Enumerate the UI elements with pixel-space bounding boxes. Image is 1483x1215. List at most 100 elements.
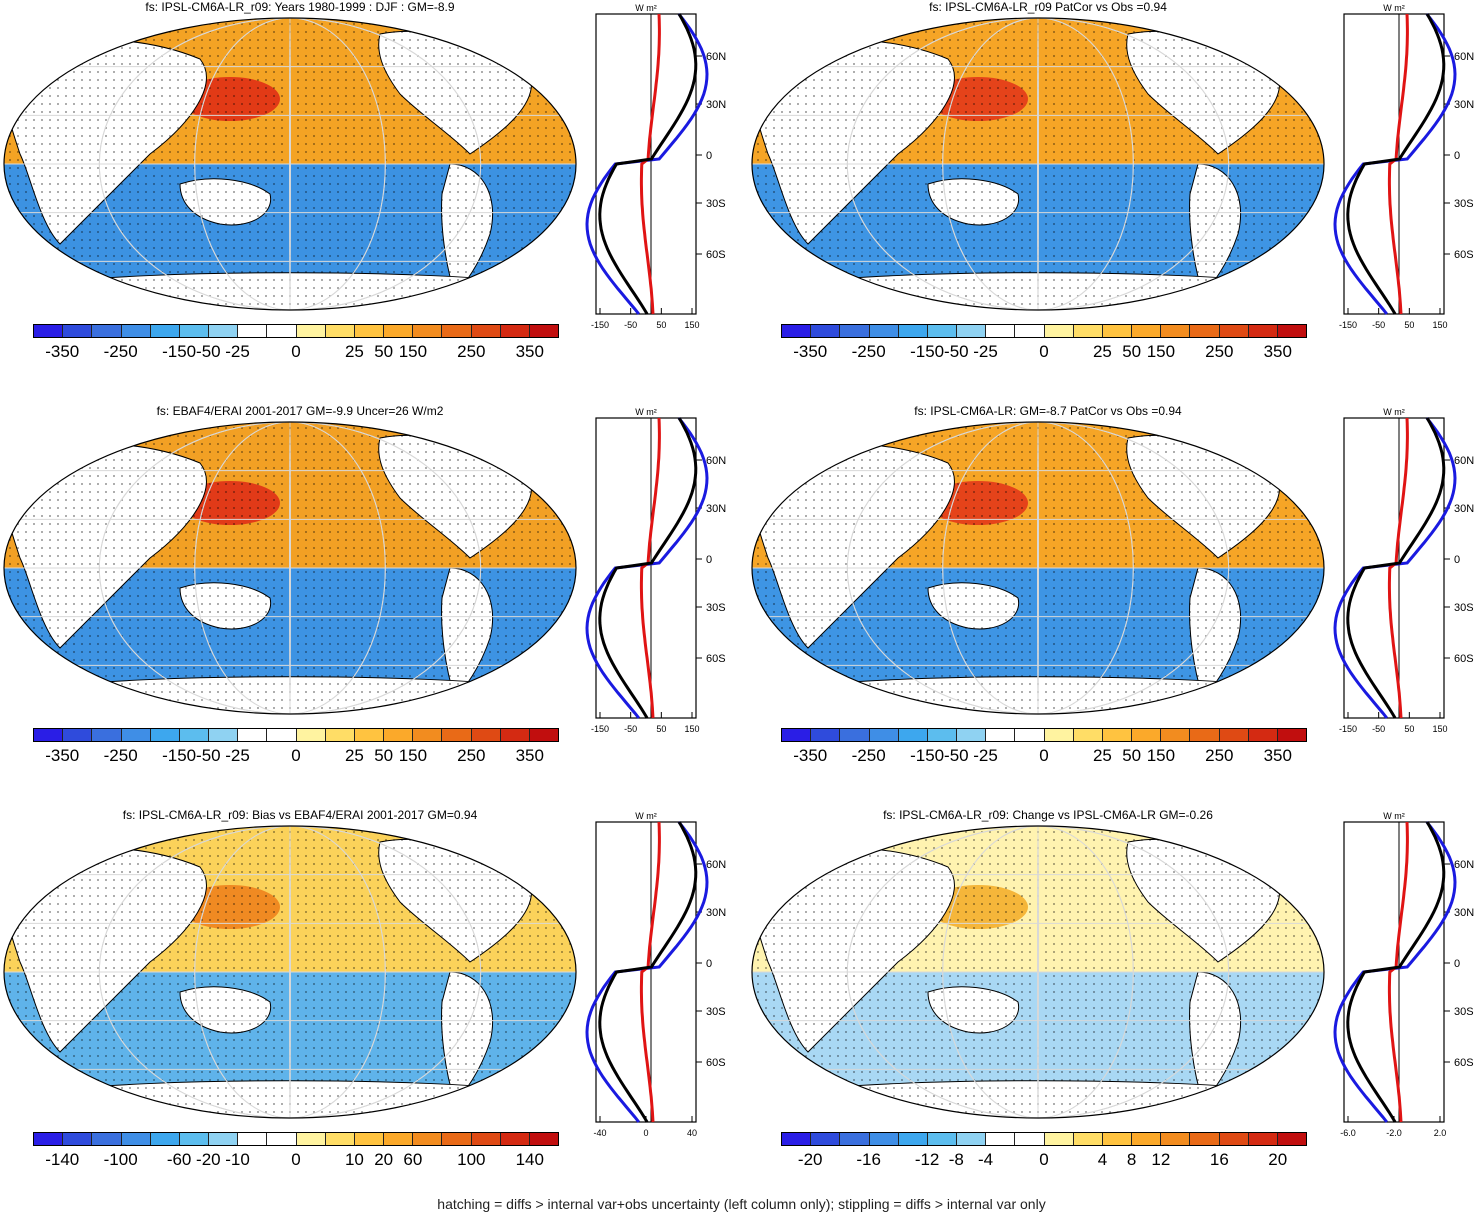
colorbar-label: 250 <box>1205 342 1234 361</box>
colorbar-swatch <box>267 729 297 741</box>
zonal-x-label: 50 <box>1404 724 1414 734</box>
colorbar-label: 250 <box>1205 746 1234 765</box>
graticule-lon <box>846 422 1230 714</box>
graticule-lon <box>1037 18 1039 310</box>
colorbar-label: 0 <box>291 746 301 765</box>
zonal-curve <box>1387 417 1409 719</box>
colorbar-swatch <box>238 1133 268 1145</box>
zonal-x-label: -40 <box>593 1128 606 1138</box>
colorbar-swatch <box>413 729 443 741</box>
colorbar-label: -50 <box>196 342 221 361</box>
colorbar-swatch <box>121 1133 151 1145</box>
panel-1: fs: IPSL-CM6A-LR_r09: Years 1980-1999 : … <box>0 0 740 400</box>
colorbar-label: 50 <box>374 746 394 765</box>
zonal-curve <box>639 821 661 1123</box>
colorbar-swatch <box>782 325 812 337</box>
colorbar-swatch <box>354 325 385 337</box>
zonal-curve <box>1346 821 1446 1123</box>
colorbar-swatch <box>413 1133 443 1145</box>
colorbar-swatch <box>442 729 472 741</box>
zonal-lat-label: 60S <box>706 653 726 665</box>
colorbar-swatch <box>471 325 501 337</box>
zonal-curve <box>598 13 698 315</box>
zonal-lat-label: 60S <box>706 249 726 261</box>
colorbar-swatch <box>898 325 928 337</box>
colorbar-swatch <box>92 325 122 337</box>
colorbar-swatch <box>811 325 841 337</box>
colorbar-labels: -140 -100 -60 -20 -10 0 10 20 60 100 140 <box>33 1150 559 1172</box>
panel-title: fs: IPSL-CM6A-LR_r09: Bias vs EBAF4/ERAI… <box>122 808 478 822</box>
colorbar-swatch <box>1277 729 1307 741</box>
colorbar-swatch <box>869 1133 899 1145</box>
colorbar-swatch <box>1102 325 1133 337</box>
graticule-lon <box>846 826 1230 1118</box>
zonal-unit: W m² <box>635 407 657 417</box>
graticule-lon <box>98 422 482 714</box>
zonal-x-label: -150 <box>1339 724 1357 734</box>
colorbar-label: -16 <box>856 1150 881 1169</box>
colorbar-swatch <box>1044 729 1074 741</box>
colorbar-swatch <box>150 1133 180 1145</box>
colorbar-swatch <box>1044 325 1074 337</box>
colorbar-swatch <box>384 729 414 741</box>
colorbar-label: -25 <box>225 746 250 765</box>
zonal-lat-label: 0 <box>1454 554 1460 566</box>
zonal-x-label: 2.0 <box>1434 1128 1447 1138</box>
zonal-frame <box>1343 821 1445 1123</box>
colorbar-swatch <box>384 325 414 337</box>
colorbar-label: 250 <box>457 342 486 361</box>
colorbar-label: 250 <box>457 746 486 765</box>
zonal-lat-label: 0 <box>706 150 712 162</box>
zonal-x-label: 0 <box>643 1128 648 1138</box>
colorbar-swatch <box>811 729 841 741</box>
colorbar-label: -8 <box>948 1150 964 1169</box>
colorbar-label: 50 <box>1122 342 1142 361</box>
colorbar-label: 25 <box>344 342 364 361</box>
zonal-curve <box>1387 13 1409 315</box>
colorbar: -20 -16 -12 -8 -4 0 4 8 12 16 20 <box>781 1132 1307 1172</box>
colorbar-swatch <box>529 325 559 337</box>
graticule-lon <box>289 826 291 1118</box>
colorbar-swatch <box>238 729 268 741</box>
colorbar-swatch <box>500 325 530 337</box>
zonal-x-label: 40 <box>687 1128 697 1138</box>
graticule-lon <box>194 18 386 310</box>
colorbar-swatch <box>296 729 326 741</box>
colorbar-swatch <box>529 729 559 741</box>
zonal-lat-label: 0 <box>706 554 712 566</box>
colorbar-label: -250 <box>103 342 138 361</box>
colorbar-swatch <box>986 325 1016 337</box>
colorbar-label: -10 <box>225 1150 250 1169</box>
colorbar: -350 -250 -150 -50 -25 0 25 50 150 250 350 <box>781 324 1307 364</box>
colorbar-swatch <box>121 729 151 741</box>
colorbar-swatch <box>957 325 987 337</box>
colorbar-swatch <box>1073 729 1103 741</box>
colorbar-label: 350 <box>515 746 544 765</box>
colorbar-labels: -350 -250 -150 -50 -25 0 25 50 150 250 350 <box>33 746 559 768</box>
colorbar-swatch <box>209 729 239 741</box>
zonal-mean-plot: W m² 60N 30N 0 30S 60S -150 -50 50 150 <box>1333 407 1474 734</box>
colorbar-swatch <box>782 729 812 741</box>
colorbar-label: 4 <box>1097 1150 1108 1169</box>
colorbar-label: -50 <box>196 746 221 765</box>
colorbar: -140 -100 -60 -20 -10 0 10 20 60 100 140 <box>33 1132 559 1172</box>
colorbar-swatch <box>63 1133 93 1145</box>
colorbar-swatch <box>500 729 530 741</box>
colorbar-label: -350 <box>45 746 80 765</box>
zonal-x-label: 150 <box>684 320 699 330</box>
zonal-lat-label: 30N <box>1454 99 1474 111</box>
colorbar-swatch <box>150 325 180 337</box>
colorbar-label: -100 <box>103 1150 138 1169</box>
colorbar-label: -150 <box>162 746 197 765</box>
colorbar-label: -25 <box>225 342 250 361</box>
colorbar-swatch <box>325 325 355 337</box>
zonal-lat-label: 30S <box>1454 1006 1474 1018</box>
colorbar-swatch <box>869 729 899 741</box>
colorbar-label: 0 <box>1039 746 1049 765</box>
map <box>751 421 1325 715</box>
panel-2: fs: IPSL-CM6A-LR_r09 PatCor vs Obs =0.94… <box>748 0 1483 400</box>
zonal-x-label: 150 <box>1432 724 1447 734</box>
footer-caption: hatching = diffs > internal var+obs unce… <box>437 1196 1046 1212</box>
zonal-x-label: -150 <box>1339 320 1357 330</box>
zonal-lat-label: 60S <box>1454 249 1474 261</box>
